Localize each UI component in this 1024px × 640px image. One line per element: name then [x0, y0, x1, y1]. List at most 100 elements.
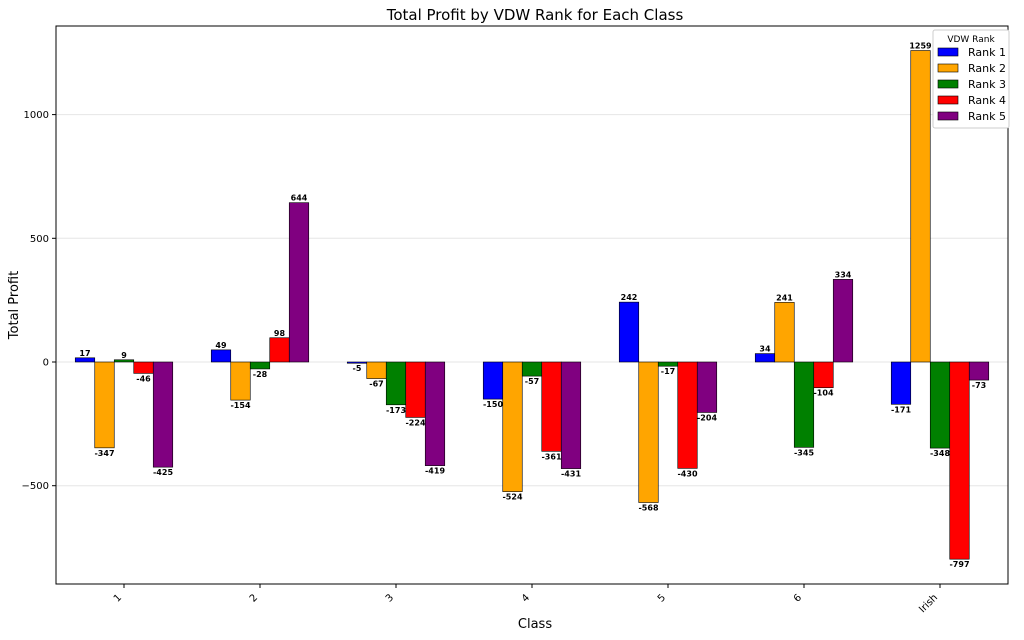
- data-label: -67: [369, 380, 383, 389]
- x-tick-label: 3: [384, 592, 396, 604]
- data-label: -361: [541, 452, 561, 461]
- y-axis-label: Total Profit: [7, 271, 22, 340]
- data-label: -46: [136, 374, 151, 383]
- grid-lines: [56, 114, 1008, 487]
- data-label: -173: [386, 406, 406, 415]
- bar: [813, 361, 834, 389]
- legend-label: Rank 1: [968, 46, 1006, 59]
- data-label: -425: [153, 468, 173, 477]
- legend-swatch: [937, 79, 959, 89]
- bar: [910, 50, 931, 363]
- legend-swatch: [937, 95, 959, 105]
- data-label: 241: [776, 293, 793, 302]
- data-label: 334: [835, 270, 852, 279]
- bars: [74, 50, 990, 560]
- bar: [696, 361, 718, 413]
- data-label: -345: [794, 448, 814, 457]
- data-label: -17: [661, 367, 675, 376]
- data-label: 49: [215, 341, 227, 350]
- bar: [230, 361, 251, 401]
- bar: [113, 359, 135, 363]
- data-label: -5: [353, 364, 362, 373]
- y-axis-ticks: −500 0 500 1000: [22, 110, 56, 492]
- bar: [521, 361, 543, 377]
- data-label: -431: [561, 470, 581, 479]
- data-label: -150: [483, 400, 503, 409]
- bar: [657, 361, 679, 367]
- legend-label: Rank 4: [968, 94, 1006, 107]
- bar: [210, 349, 232, 363]
- legend-items: Rank 1 Rank 2 Rank 3 Rank 4 Rank 5: [937, 46, 1006, 123]
- x-tick-label: Irish: [917, 592, 940, 615]
- bar: [366, 361, 387, 379]
- legend-label: Rank 2: [968, 62, 1006, 75]
- bar: [832, 279, 854, 363]
- data-labels: 17 -347 9 -46 -425 49 -154 -28 98 644 -5 -67 -173 -22…: [79, 42, 986, 570]
- data-label: -347: [94, 449, 114, 458]
- bar: [890, 361, 912, 405]
- data-label: 17: [79, 349, 90, 358]
- data-label: 34: [759, 345, 771, 354]
- data-label: 1259: [909, 42, 932, 51]
- y-tick-label: 0: [43, 358, 49, 369]
- data-label: -797: [949, 560, 969, 569]
- plot-area: [55, 25, 1009, 585]
- data-label: -204: [697, 413, 717, 422]
- bar: [152, 361, 174, 468]
- legend-swatch: [937, 47, 959, 57]
- data-label: -104: [813, 389, 833, 398]
- bar: [502, 361, 523, 492]
- bar: [968, 361, 990, 381]
- y-tick-label: 500: [30, 234, 49, 245]
- x-axis-label: Class: [518, 617, 552, 632]
- bar: [385, 361, 407, 406]
- bar: [618, 301, 640, 363]
- legend-label: Rank 5: [968, 110, 1006, 123]
- data-label: 242: [621, 293, 638, 302]
- data-label: -224: [405, 418, 425, 427]
- data-label: 9: [121, 351, 127, 360]
- data-label: 98: [274, 329, 286, 338]
- x-tick-label: 2: [248, 592, 260, 604]
- legend-swatch: [937, 63, 959, 73]
- legend-label: Rank 3: [968, 78, 1006, 91]
- x-tick-label: 1: [112, 592, 124, 604]
- bar: [754, 353, 776, 363]
- bar: [677, 361, 698, 469]
- bar: [249, 361, 271, 370]
- bar: [560, 361, 582, 469]
- bar: [94, 361, 115, 449]
- bar: [405, 361, 426, 418]
- chart-title: Total Profit by VDW Rank for Each Class: [386, 6, 684, 24]
- bar: [482, 361, 504, 400]
- data-label: -57: [525, 377, 539, 386]
- bar: [949, 361, 970, 560]
- bar: [288, 202, 310, 363]
- data-label: -568: [638, 504, 658, 513]
- bar: [929, 361, 951, 449]
- data-label: -73: [972, 381, 986, 390]
- data-label: -430: [677, 469, 697, 478]
- data-label: -524: [502, 493, 522, 502]
- bar: [269, 337, 290, 363]
- bar: [133, 361, 154, 374]
- data-label: -154: [230, 401, 250, 410]
- data-label: -348: [930, 449, 950, 458]
- x-tick-label: 6: [792, 592, 804, 604]
- bar: [541, 361, 562, 452]
- x-axis-ticks: 1 2 3 4 5 6 Irish: [112, 584, 941, 615]
- bar: [424, 361, 446, 466]
- bar: [638, 361, 659, 503]
- data-label: -419: [425, 467, 445, 476]
- legend: VDW Rank Rank 1 Rank 2 Rank 3 Rank 4 Rank 5: [932, 29, 1010, 129]
- x-tick-label: 5: [656, 592, 668, 604]
- bar: [793, 361, 815, 448]
- x-tick-label: 4: [520, 592, 532, 604]
- data-label: 644: [291, 194, 308, 203]
- legend-swatch: [937, 111, 959, 121]
- legend-title: VDW Rank: [947, 35, 995, 45]
- data-label: -171: [891, 405, 911, 414]
- y-tick-label: −500: [22, 481, 49, 492]
- data-label: -28: [253, 370, 268, 379]
